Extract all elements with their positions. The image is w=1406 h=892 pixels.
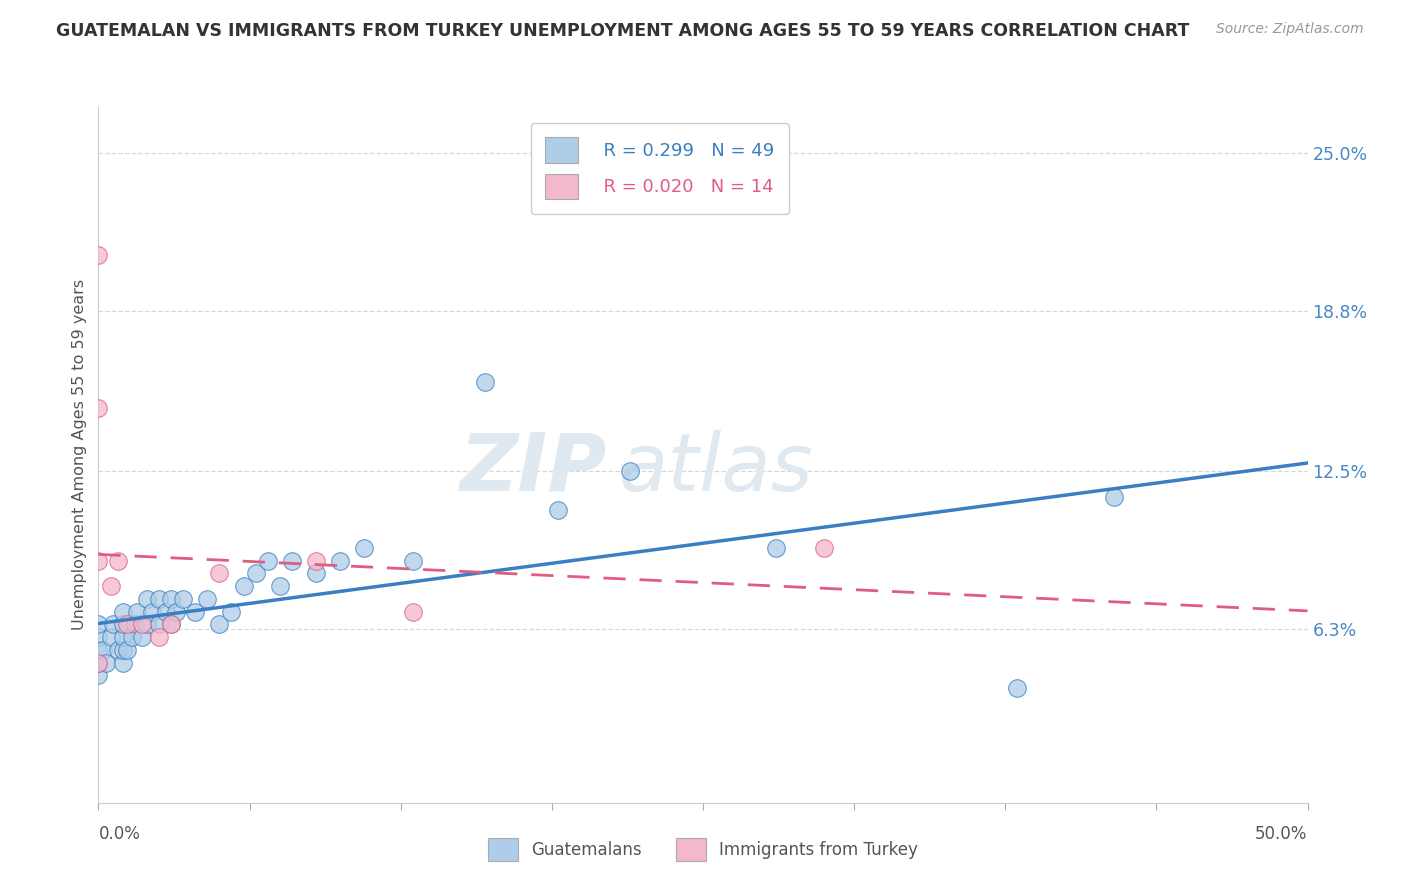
Point xyxy=(87,630,110,644)
Point xyxy=(121,630,143,644)
Point xyxy=(131,630,153,644)
Point xyxy=(87,656,110,670)
Point xyxy=(245,566,267,581)
Point xyxy=(402,554,425,568)
Point xyxy=(111,643,134,657)
Point xyxy=(87,656,110,670)
Point xyxy=(155,605,177,619)
Point xyxy=(329,554,352,568)
Point xyxy=(195,591,218,606)
Point xyxy=(474,376,496,390)
Point xyxy=(402,605,425,619)
Point xyxy=(107,643,129,657)
Point xyxy=(547,502,569,516)
Point xyxy=(221,605,243,619)
Point xyxy=(127,605,149,619)
Point xyxy=(100,630,122,644)
Point xyxy=(107,554,129,568)
Point xyxy=(111,605,134,619)
Point xyxy=(87,643,110,657)
Y-axis label: Unemployment Among Ages 55 to 59 years: Unemployment Among Ages 55 to 59 years xyxy=(72,279,87,631)
Point xyxy=(184,605,207,619)
Legend: Guatemalans, Immigrants from Turkey: Guatemalans, Immigrants from Turkey xyxy=(475,824,931,874)
Text: GUATEMALAN VS IMMIGRANTS FROM TURKEY UNEMPLOYMENT AMONG AGES 55 TO 59 YEARS CORR: GUATEMALAN VS IMMIGRANTS FROM TURKEY UNE… xyxy=(56,22,1189,40)
Point xyxy=(117,617,139,632)
Point xyxy=(124,617,146,632)
Point xyxy=(1102,490,1125,504)
Point xyxy=(87,554,110,568)
Point xyxy=(87,401,110,415)
Point xyxy=(131,617,153,632)
Point xyxy=(117,643,139,657)
Point xyxy=(160,617,183,632)
Point xyxy=(172,591,194,606)
Point xyxy=(94,656,117,670)
Point xyxy=(148,617,170,632)
Point xyxy=(160,591,183,606)
Text: 0.0%: 0.0% xyxy=(98,825,141,843)
Point xyxy=(813,541,835,555)
Point xyxy=(141,605,163,619)
Point xyxy=(101,617,124,632)
Text: 50.0%: 50.0% xyxy=(1256,825,1308,843)
Point xyxy=(135,591,157,606)
Point xyxy=(305,554,328,568)
Point xyxy=(765,541,787,555)
Point xyxy=(148,591,170,606)
Point xyxy=(208,617,231,632)
Point xyxy=(269,579,291,593)
Point xyxy=(305,566,328,581)
Point xyxy=(208,566,231,581)
Point xyxy=(148,630,170,644)
Point xyxy=(87,668,110,682)
Point xyxy=(111,617,134,632)
Point xyxy=(165,605,187,619)
Point xyxy=(619,465,641,479)
Point xyxy=(91,643,114,657)
Point xyxy=(1007,681,1029,695)
Text: Source: ZipAtlas.com: Source: ZipAtlas.com xyxy=(1216,22,1364,37)
Point xyxy=(256,554,278,568)
Text: atlas: atlas xyxy=(619,430,813,508)
Point xyxy=(87,248,110,262)
Point xyxy=(111,656,134,670)
Point xyxy=(135,617,157,632)
Point xyxy=(100,579,122,593)
Point xyxy=(353,541,375,555)
Point xyxy=(160,617,183,632)
Point xyxy=(232,579,254,593)
Point xyxy=(281,554,304,568)
Point xyxy=(111,630,134,644)
Point xyxy=(87,617,110,632)
Text: ZIP: ZIP xyxy=(458,430,606,508)
